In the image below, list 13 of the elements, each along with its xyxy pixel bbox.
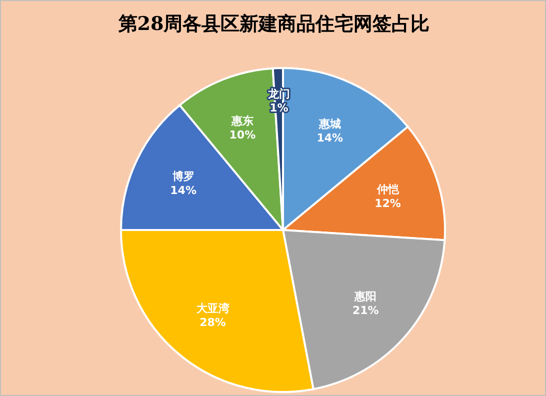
data-label: 14% [316, 131, 344, 144]
data-label: 28% [200, 316, 226, 329]
data-label: 12% [374, 196, 401, 210]
data-label: 10% [229, 128, 256, 142]
slice-label: 仲恺 [376, 182, 400, 196]
data-label: 21% [352, 304, 379, 317]
slice-label: 惠城 [318, 117, 341, 130]
slice-label: 惠东 [230, 114, 254, 128]
chart-title: 第28周各县区新建商品住宅网签占比 [117, 12, 431, 37]
slice-label: 博罗 [171, 170, 194, 184]
data-label: 14% [170, 184, 196, 198]
slice-label: 惠阳 [354, 290, 377, 303]
slice-label: 大亚湾 [196, 302, 230, 315]
